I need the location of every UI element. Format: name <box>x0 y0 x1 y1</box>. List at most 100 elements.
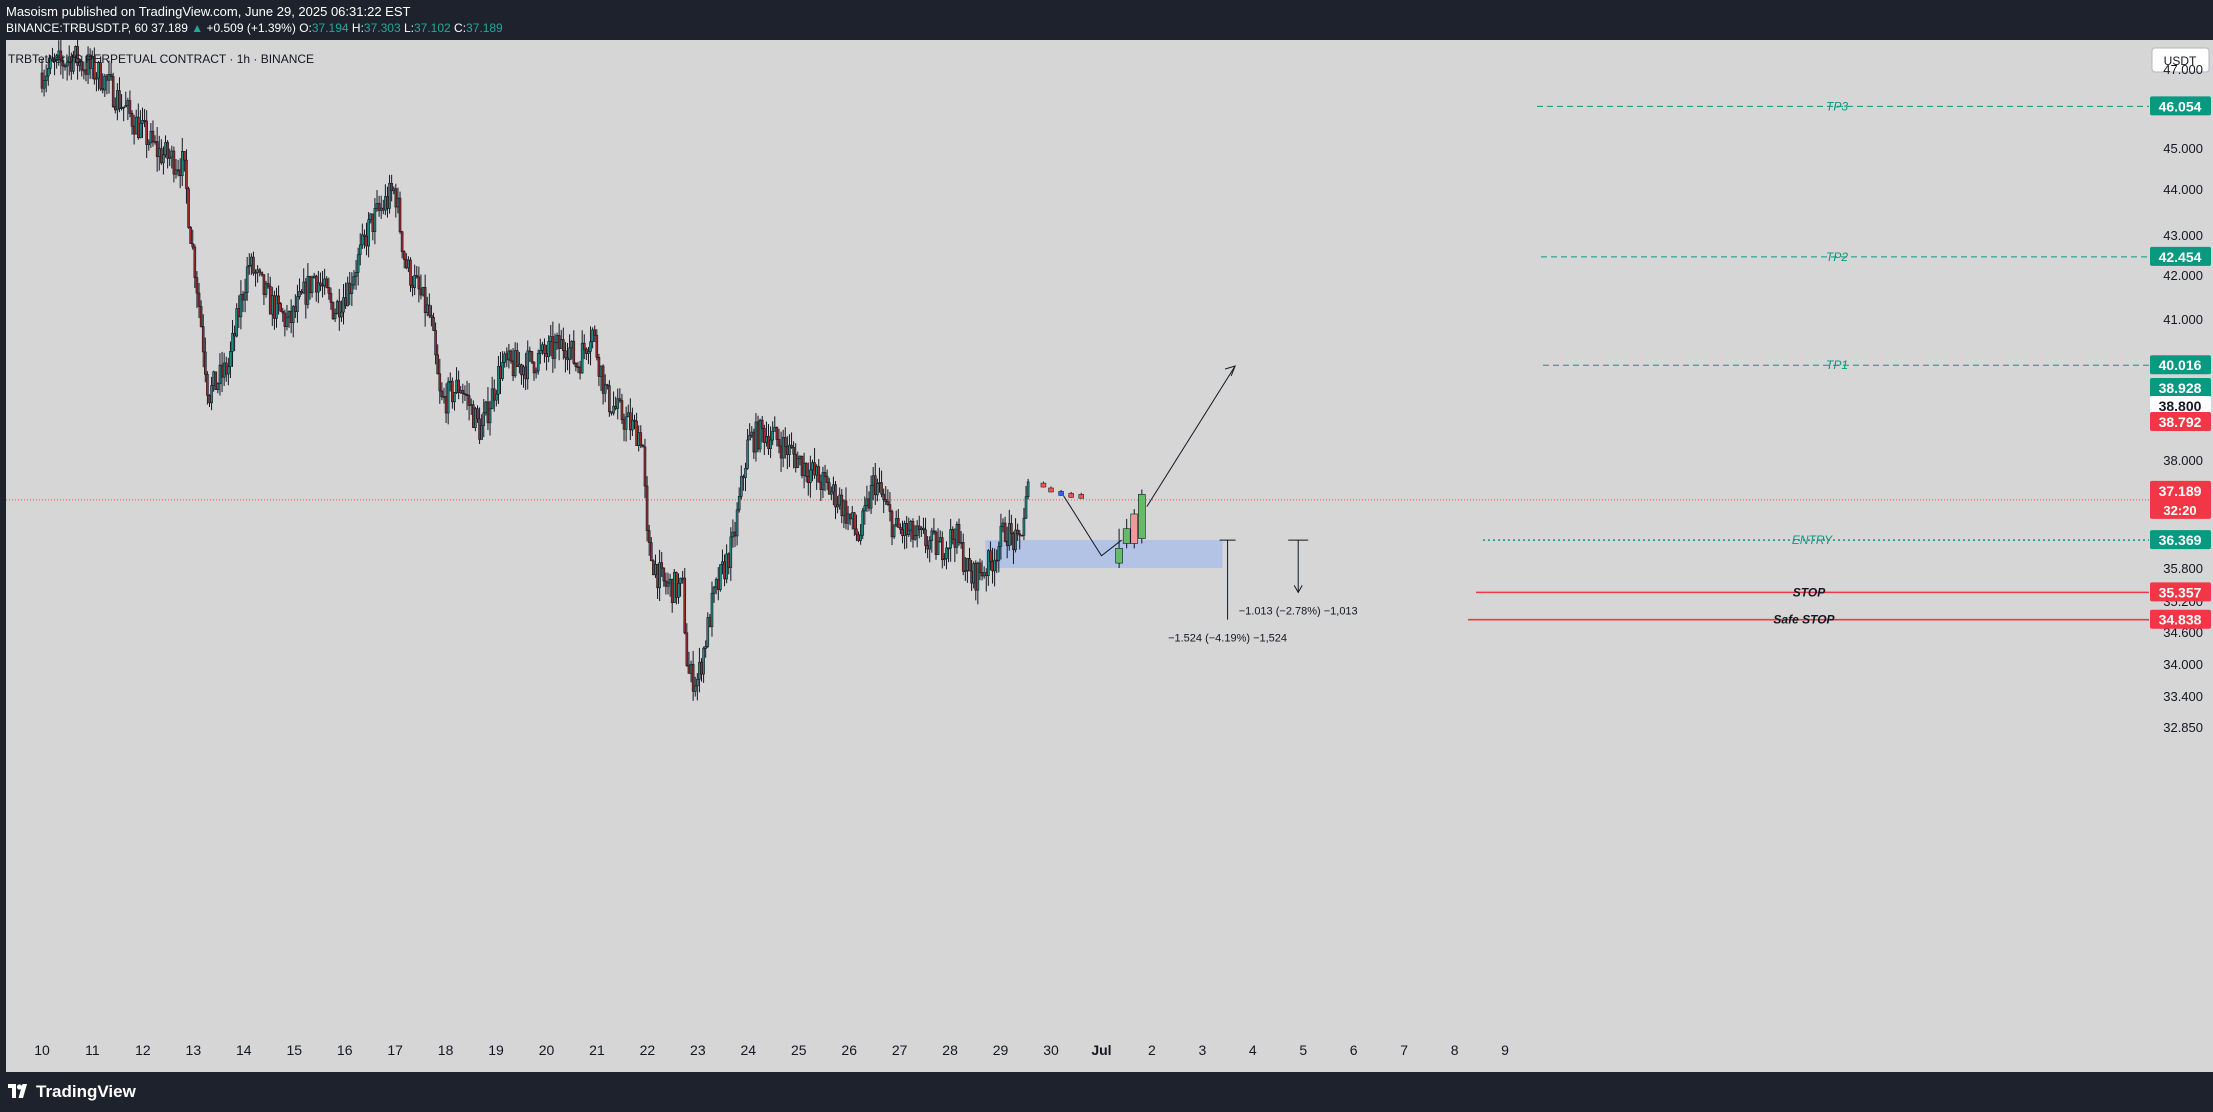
candlestick-chart[interactable]: TP3 TP2 TP1 ENTRY STOP Safe STOP −1.013 (−2.78… <box>6 40 2149 1072</box>
candle-body <box>358 244 362 256</box>
candle-body <box>767 436 770 449</box>
x-tick-label: 14 <box>236 1042 252 1058</box>
candle-body <box>413 275 416 288</box>
measure-label-stop: −1.013 (−2.78%) −1,013 <box>1239 605 1358 617</box>
candle-body <box>989 550 992 562</box>
candle-body <box>451 380 454 403</box>
candle-body <box>551 336 555 359</box>
currency-button[interactable]: USDT <box>2151 47 2210 73</box>
candle-body <box>765 436 768 443</box>
y-tick-label: 43.000 <box>2163 228 2203 243</box>
candle-body <box>538 350 542 354</box>
candle-body <box>191 243 195 248</box>
candle-body <box>911 521 915 540</box>
candle-body <box>616 398 620 409</box>
candle-body <box>239 294 243 318</box>
candle-body <box>811 462 814 471</box>
axis-badge-last-countdown: 32:20 <box>2163 503 2196 518</box>
candle-body <box>252 256 255 274</box>
y-tick-label: 33.400 <box>2163 689 2203 704</box>
candle-body <box>984 572 988 577</box>
candle-body <box>832 484 835 493</box>
axis-badge-low-bg <box>2150 412 2211 431</box>
candle-body <box>153 141 157 143</box>
candle-body <box>134 116 138 135</box>
candle-body <box>218 364 222 385</box>
candle-body <box>367 219 370 247</box>
projection-candle <box>1040 482 1047 488</box>
chart-pane[interactable]: TP3 TP2 TP1 ENTRY STOP Safe STOP −1.013 (−2.78… <box>6 40 2149 1072</box>
candle-body <box>708 617 712 627</box>
candle-body <box>610 411 613 414</box>
candle-body <box>61 60 65 67</box>
price-scale[interactable]: USDT 47.000 45.000 44.000 43.000 42.000 41.00… <box>2149 40 2213 1072</box>
candle-body <box>543 344 546 354</box>
candle-body <box>484 401 488 414</box>
candle-body <box>756 421 760 450</box>
candle-body <box>706 617 710 647</box>
candle-body <box>116 90 119 111</box>
candle-body <box>118 90 121 109</box>
candle-body <box>536 353 540 372</box>
candle-body <box>453 392 456 403</box>
candle-body <box>503 353 507 363</box>
candle-body <box>884 499 888 502</box>
candle-body <box>1001 522 1005 527</box>
candle-body <box>279 303 282 312</box>
low-label: L: <box>403 21 414 35</box>
x-tick-label: 12 <box>135 1042 151 1058</box>
candle-body <box>76 46 79 66</box>
symbol-label: BINANCE:TRBUSDT.P, 60 <box>6 21 148 35</box>
x-tick-label: 15 <box>286 1042 302 1058</box>
snapshot-header: Masoism published on TradingView.com, Ju… <box>0 0 2213 40</box>
candle-body <box>982 572 986 577</box>
candle-body <box>375 203 379 209</box>
candle-body <box>566 357 569 361</box>
candle-body <box>733 531 737 537</box>
candle-body <box>507 350 511 361</box>
candle-body <box>773 426 777 432</box>
candle-body <box>668 578 672 584</box>
candle-body <box>949 529 952 549</box>
y-tick-label: 44.000 <box>2163 182 2203 197</box>
candle-body <box>719 564 722 590</box>
candle-body <box>995 559 999 562</box>
candle-body <box>329 293 333 303</box>
x-tick-label: 5 <box>1299 1042 1307 1058</box>
candle-body <box>716 579 720 590</box>
candle-body <box>620 400 624 421</box>
candle-body <box>461 390 465 394</box>
candle-body <box>256 269 259 273</box>
x-tick-label: 24 <box>741 1042 757 1058</box>
candle-body <box>319 282 322 286</box>
candle-body <box>961 542 965 572</box>
candle-body <box>109 74 113 77</box>
candle-body <box>488 408 492 424</box>
candle-body <box>492 388 496 401</box>
candle-body <box>796 458 800 468</box>
candle-body <box>522 366 525 376</box>
candle-body <box>917 525 921 531</box>
candle-body <box>55 55 58 61</box>
candle-body <box>704 646 707 649</box>
candle-body <box>354 272 358 277</box>
candle-body <box>471 404 475 428</box>
candle-body <box>691 663 695 692</box>
price-axis[interactable]: USDT 47.000 45.000 44.000 43.000 42.000 41.00… <box>2149 40 2213 1072</box>
projection-candle <box>1048 487 1054 493</box>
candle-body <box>317 282 320 293</box>
candle-body <box>903 523 906 537</box>
tradingview-brand: TradingView <box>36 1082 136 1101</box>
x-tick-label: 2 <box>1148 1042 1156 1058</box>
y-tick-label: 41.000 <box>2163 312 2203 327</box>
x-tick-label: 9 <box>1501 1042 1509 1058</box>
candle-body <box>595 334 599 358</box>
candle-body <box>905 523 908 536</box>
publish-info: Masoism published on TradingView.com, Ju… <box>6 4 411 19</box>
candle-body <box>750 431 754 436</box>
candle-body <box>725 553 728 580</box>
candle-body <box>737 495 741 511</box>
candle-body <box>103 75 107 91</box>
x-tick-label: 11 <box>85 1042 100 1058</box>
